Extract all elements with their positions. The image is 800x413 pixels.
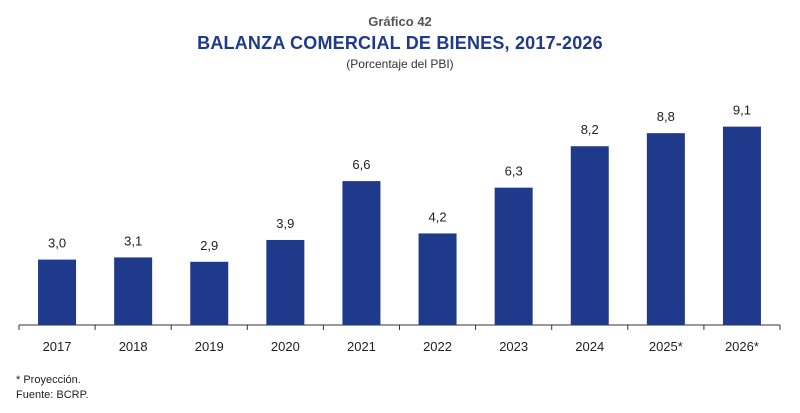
x-tick-label: 2023: [499, 339, 528, 354]
bar-2022: [418, 233, 457, 325]
bar-2023: [494, 187, 533, 325]
footnote-source: Fuente: BCRP.: [16, 389, 89, 401]
data-label: 6,3: [505, 164, 523, 179]
bar-2017: [38, 259, 77, 325]
bar-2018: [114, 257, 153, 325]
x-tick-label: 2024: [575, 339, 604, 354]
x-tick-label: 2018: [119, 339, 148, 354]
data-label: 3,1: [124, 233, 142, 248]
bar-2020: [266, 239, 305, 325]
x-tick-label: 2026*: [725, 339, 759, 354]
x-tick-label: 2019: [195, 339, 224, 354]
x-tick-label: 2020: [271, 339, 300, 354]
bar-2024: [570, 146, 609, 325]
x-tick-label: 2017: [43, 339, 72, 354]
bar-2026: [722, 126, 761, 326]
bar-2019: [190, 261, 229, 325]
data-label: 8,2: [581, 122, 599, 137]
data-label: 8,8: [657, 109, 675, 124]
data-label: 4,2: [429, 209, 447, 224]
bar-2021: [342, 181, 381, 325]
x-tick-label: 2025*: [649, 339, 683, 354]
data-label: 3,9: [276, 216, 294, 231]
data-label: 2,9: [200, 238, 218, 253]
chart-number: Gráfico 42: [368, 14, 432, 29]
footnote-projection: * Proyección.: [16, 374, 81, 386]
x-tick-label: 2022: [423, 339, 452, 354]
chart-title: BALANZA COMERCIAL DE BIENES, 2017-2026: [197, 33, 603, 53]
data-label: 3,0: [48, 236, 66, 251]
x-tick-label: 2021: [347, 339, 376, 354]
bar-2025: [646, 133, 685, 325]
data-label: 6,6: [352, 157, 370, 172]
chart-subtitle: (Porcentaje del PBI): [346, 57, 454, 71]
data-label: 9,1: [733, 103, 751, 118]
